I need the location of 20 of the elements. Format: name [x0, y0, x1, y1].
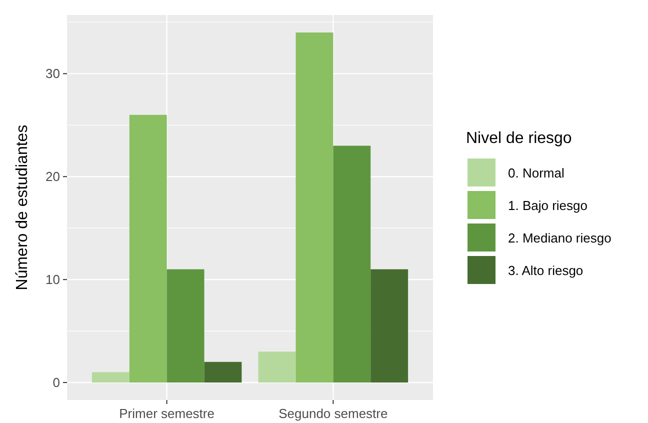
y-tick-label: 30 [46, 66, 60, 82]
bar [296, 32, 334, 382]
legend-label: 3. Alto riesgo [508, 263, 584, 278]
x-tick-label: Segundo semestre [278, 406, 388, 421]
y-tick-label: 10 [46, 272, 60, 288]
bar [166, 269, 204, 382]
bar [258, 352, 296, 382]
bar [129, 114, 167, 382]
bar [92, 372, 130, 382]
bar [333, 146, 371, 382]
x-tick-label: Primer semestre [119, 406, 214, 421]
legend-label: 0. Normal [508, 166, 564, 181]
y-tick-label: 20 [46, 169, 60, 184]
y-tick-label: 0 [52, 375, 60, 390]
legend-title: Nivel de riesgo [466, 130, 572, 147]
legend-label: 1. Bajo riesgo [508, 198, 588, 214]
legend-label: 2. Mediano riesgo [508, 230, 612, 246]
y-axis-title: Número de estudiantes [14, 124, 31, 290]
bar [204, 362, 242, 382]
bar [370, 269, 408, 382]
